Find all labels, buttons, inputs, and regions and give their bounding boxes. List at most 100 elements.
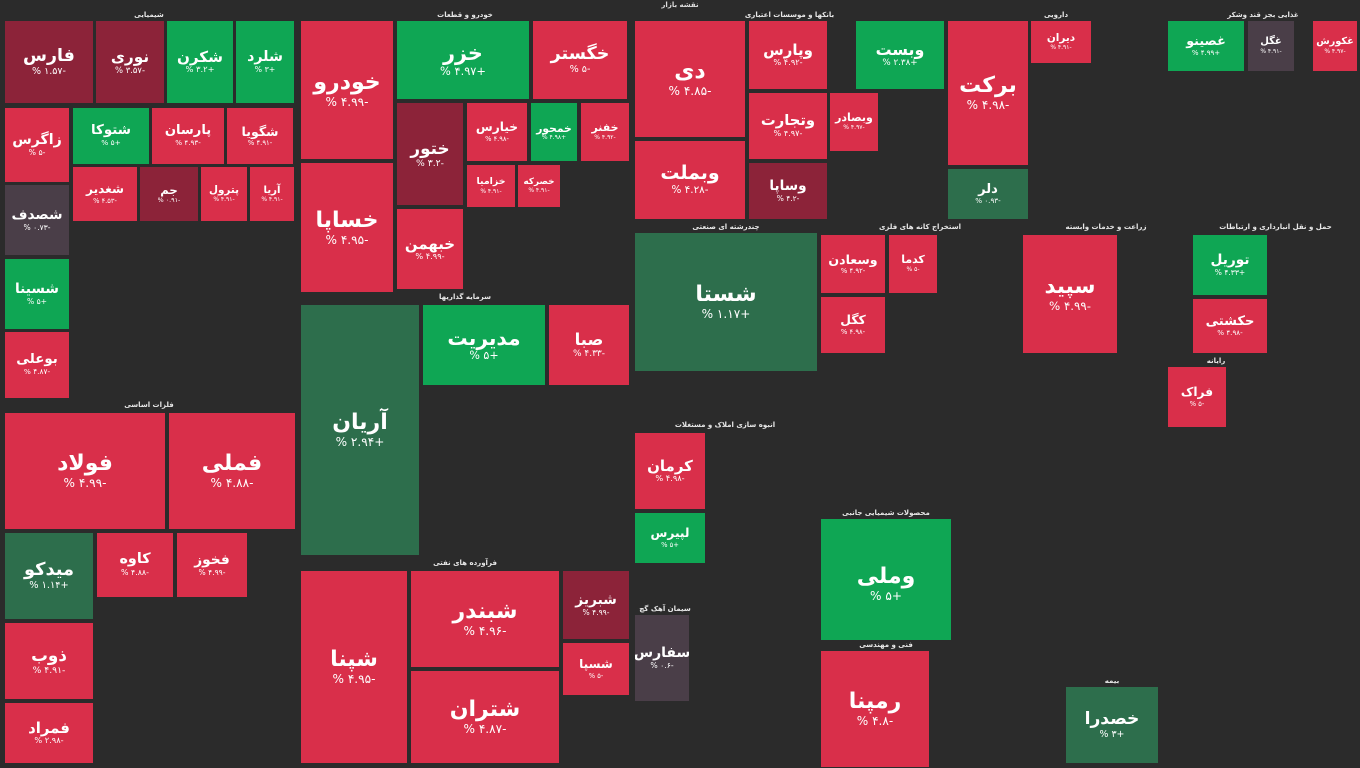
stock-tile[interactable]: شسپا -۵ % xyxy=(562,642,630,696)
stock-change-percent: -۴.۹۲ % xyxy=(773,57,803,68)
stock-symbol: شپنا xyxy=(330,646,378,672)
stock-tile[interactable]: فراک -۵ % xyxy=(1167,366,1227,428)
stock-tile[interactable]: شتران -۴.۸۷ % xyxy=(410,670,560,764)
stock-tile[interactable]: خبهمن -۴.۹۹ % xyxy=(396,208,464,290)
stock-tile[interactable]: آریا -۴.۹۱ % xyxy=(249,166,295,222)
stock-tile[interactable]: وسعادن -۴.۹۲ % xyxy=(820,234,886,294)
stock-tile[interactable]: خفنر -۴.۹۲ % xyxy=(580,102,630,162)
stock-tile[interactable]: برکت -۴.۹۸ % xyxy=(947,20,1029,166)
stock-tile[interactable]: پارسان -۴.۹۳ % xyxy=(151,107,225,165)
stock-tile[interactable]: کگل -۴.۹۸ % xyxy=(820,296,886,354)
stock-tile[interactable]: وبصادر -۴.۹۷ % xyxy=(829,92,879,152)
stock-change-percent: -۴.۹۸ % xyxy=(655,473,685,484)
stock-tile[interactable]: خساپا -۴.۹۵ % xyxy=(300,162,394,294)
stock-tile[interactable]: شبریز -۴.۹۹ % xyxy=(562,570,630,640)
stock-tile[interactable]: توریل +۴.۳۳ % xyxy=(1192,234,1268,296)
stock-symbol: شسپا xyxy=(579,657,613,672)
stock-change-percent: +۲.۹۴ % xyxy=(335,434,385,449)
stock-symbol: شبندر xyxy=(452,598,518,624)
stock-tile[interactable]: میدکو +۱.۱۴ % xyxy=(4,532,94,620)
stock-change-percent: -۴.۹۱ % xyxy=(528,187,550,195)
stock-tile[interactable]: دیران -۴.۹۱ % xyxy=(1030,20,1092,64)
stock-symbol: شکرن xyxy=(177,47,223,66)
stock-change-percent: -۳.۵۷ % xyxy=(115,65,145,76)
stock-tile[interactable]: شسینا +۵ % xyxy=(4,258,70,330)
stock-tile[interactable]: خصدرا +۳ % xyxy=(1065,686,1159,764)
stock-tile[interactable]: سفارس -۰.۶ % xyxy=(634,614,690,702)
stock-tile[interactable]: وساپا -۴.۲ % xyxy=(748,162,828,220)
sector-title: سرمایه گذاریها xyxy=(300,292,630,302)
stock-tile[interactable]: رمپنا -۴.۸ % xyxy=(820,650,930,768)
stock-change-percent: -۴.۹۹ % xyxy=(325,94,369,109)
stock-tile[interactable]: شتوکا +۵ % xyxy=(72,107,150,165)
stock-tile[interactable]: غصینو +۴.۹۹ % xyxy=(1167,20,1245,72)
stock-symbol: وساپا xyxy=(769,178,807,194)
stock-tile[interactable]: بوعلی -۴.۸۷ % xyxy=(4,331,70,399)
stock-tile[interactable]: شبندر -۴.۹۶ % xyxy=(410,570,560,668)
stock-tile[interactable]: فارس -۱.۵۷ % xyxy=(4,20,94,104)
stock-change-percent: -۴.۲ % xyxy=(776,193,800,203)
stock-tile[interactable]: مدیریت +۵ % xyxy=(422,304,546,386)
stock-tile[interactable]: خیارس -۴.۹۸ % xyxy=(466,102,528,162)
stock-tile[interactable]: شغدیر -۴.۵۳ % xyxy=(72,166,138,222)
stock-tile[interactable]: خصرکه -۴.۹۱ % xyxy=(517,164,561,208)
stock-tile[interactable]: غگل -۴.۹۱ % xyxy=(1247,20,1295,72)
stock-tile[interactable]: پترول -۴.۹۱ % xyxy=(200,166,248,222)
stock-tile[interactable]: وملی +۵ % xyxy=(820,518,952,650)
stock-tile[interactable]: جم -۰.۹۱ % xyxy=(139,166,199,222)
stock-tile[interactable]: حکشتی -۴.۹۸ % xyxy=(1192,298,1268,354)
stock-tile[interactable]: خزر +۴.۹۷ % xyxy=(396,20,530,100)
stock-symbol: کدما xyxy=(901,253,925,267)
stock-tile[interactable]: شستا +۱.۱۷ % xyxy=(634,232,818,372)
stock-change-percent: +۴.۹۷ % xyxy=(440,63,486,78)
stock-symbol: وملی xyxy=(856,563,916,589)
stock-tile[interactable]: شگویا -۴.۹۱ % xyxy=(226,107,294,165)
stock-tile[interactable]: شپنا -۴.۹۵ % xyxy=(300,570,408,764)
stock-tile[interactable]: خگستر -۵ % xyxy=(532,20,628,100)
stock-tile[interactable]: خمحور +۴.۹۸ % xyxy=(530,102,578,162)
sector-title: محصولات شیمیایی جانبی xyxy=(819,508,953,518)
sector-title: خودرو و قطعات xyxy=(300,10,630,20)
stock-symbol: وتجارت xyxy=(760,112,816,130)
stock-tile[interactable]: کاوه -۴.۸۸ % xyxy=(96,532,174,598)
stock-tile[interactable]: خودرو -۴.۹۹ % xyxy=(300,20,394,160)
stock-change-percent: -۵ % xyxy=(906,266,920,274)
stock-tile[interactable]: کرمان -۴.۹۸ % xyxy=(634,432,706,510)
stock-change-percent: -۴.۹۹ % xyxy=(582,608,610,618)
stock-change-percent: -۱.۵۷ % xyxy=(32,65,66,77)
stock-tile[interactable]: فملی -۴.۸۸ % xyxy=(168,412,296,530)
stock-tile[interactable]: شلرد +۳ % xyxy=(235,20,295,104)
stock-tile[interactable]: خزامیا -۴.۹۱ % xyxy=(466,164,516,208)
stock-tile[interactable]: وتجارت -۴.۹۷ % xyxy=(748,92,828,160)
stock-change-percent: +۳.۲ % xyxy=(185,64,215,75)
stock-tile[interactable]: شکرن +۳.۲ % xyxy=(166,20,234,104)
stock-change-percent: +۴.۳۳ % xyxy=(1214,268,1246,278)
stock-symbol: حکشتی xyxy=(1205,313,1255,329)
stock-tile[interactable]: دی -۴.۸۵ % xyxy=(634,20,746,138)
stock-tile[interactable]: صبا -۴.۳۳ % xyxy=(548,304,630,386)
stock-tile[interactable]: ذوب -۴.۹۱ % xyxy=(4,622,94,700)
stock-tile[interactable]: سپید -۴.۹۹ % xyxy=(1022,234,1118,354)
stock-tile[interactable]: شصدف -۰.۷۳ % xyxy=(4,184,70,256)
stock-symbol: خزر xyxy=(443,40,483,65)
stock-tile[interactable]: زاگرس -۵ % xyxy=(4,107,70,183)
stock-tile[interactable]: فمراد -۲.۹۸ % xyxy=(4,702,94,764)
stock-tile[interactable]: فخوز -۴.۹۹ % xyxy=(176,532,248,598)
stock-tile[interactable]: غکورش -۴.۹۷ % xyxy=(1312,20,1358,72)
stock-tile[interactable]: دلر -۰.۹۳ % xyxy=(947,168,1029,220)
stock-tile[interactable]: وبملت -۴.۲۸ % xyxy=(634,140,746,220)
stock-change-percent: +۴.۹۹ % xyxy=(1191,48,1221,57)
stock-symbol: رمپنا xyxy=(848,688,902,714)
stock-tile[interactable]: وبست +۲.۳۸ % xyxy=(855,20,945,90)
stock-tile[interactable]: وپارس -۴.۹۲ % xyxy=(748,20,828,90)
stock-tile[interactable]: لپیرس +۵ % xyxy=(634,512,706,564)
stock-symbol: جم xyxy=(160,182,178,197)
stock-change-percent: -۳.۲ % xyxy=(416,157,444,169)
stock-tile[interactable]: کدما -۵ % xyxy=(888,234,938,294)
stock-tile[interactable]: ختور -۳.۲ % xyxy=(396,102,464,206)
stock-tile[interactable]: نوری -۳.۵۷ % xyxy=(95,20,165,104)
stock-change-percent: -۴.۹۹ % xyxy=(198,568,226,578)
stock-tile[interactable]: آریان +۲.۹۴ % xyxy=(300,304,420,556)
stock-tile[interactable]: فولاد -۴.۹۹ % xyxy=(4,412,166,530)
